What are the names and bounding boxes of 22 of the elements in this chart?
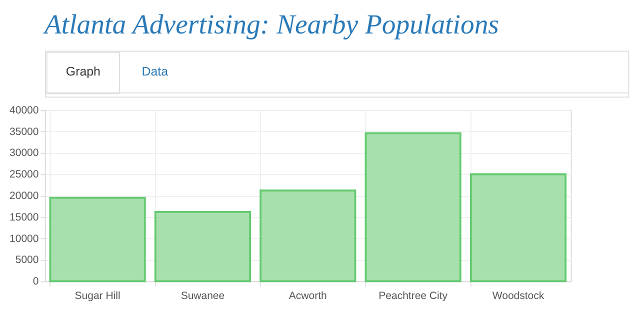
y-tick-label: 30000 xyxy=(10,147,39,160)
chart-title: Atlanta Advertising: Nearby Populations xyxy=(42,8,499,40)
y-tick-label: 0 xyxy=(32,276,39,288)
x-tick-label: Suwanee xyxy=(180,290,225,302)
x-tick-label: Sugar Hill xyxy=(74,290,120,302)
y-tick-label: 10000 xyxy=(10,232,39,245)
y-tick-label: 40000 xyxy=(10,104,39,116)
y-tick-label: 15000 xyxy=(10,211,39,224)
bar xyxy=(260,190,356,282)
x-tick-label: Woodstock xyxy=(492,290,545,302)
y-tick-label: 35000 xyxy=(10,126,39,138)
bar xyxy=(364,132,462,282)
y-tick-label: 25000 xyxy=(10,168,39,181)
text: Data xyxy=(142,64,168,79)
bar xyxy=(470,173,567,282)
text: Graph xyxy=(66,64,101,79)
x-tick-label: Acworth xyxy=(288,290,328,302)
y-tick-label: 5000 xyxy=(15,254,39,266)
bar xyxy=(154,210,251,282)
y-tick-label: 20000 xyxy=(10,190,39,202)
x-tick-label: Peachtree City xyxy=(378,290,448,302)
bar xyxy=(49,196,146,282)
